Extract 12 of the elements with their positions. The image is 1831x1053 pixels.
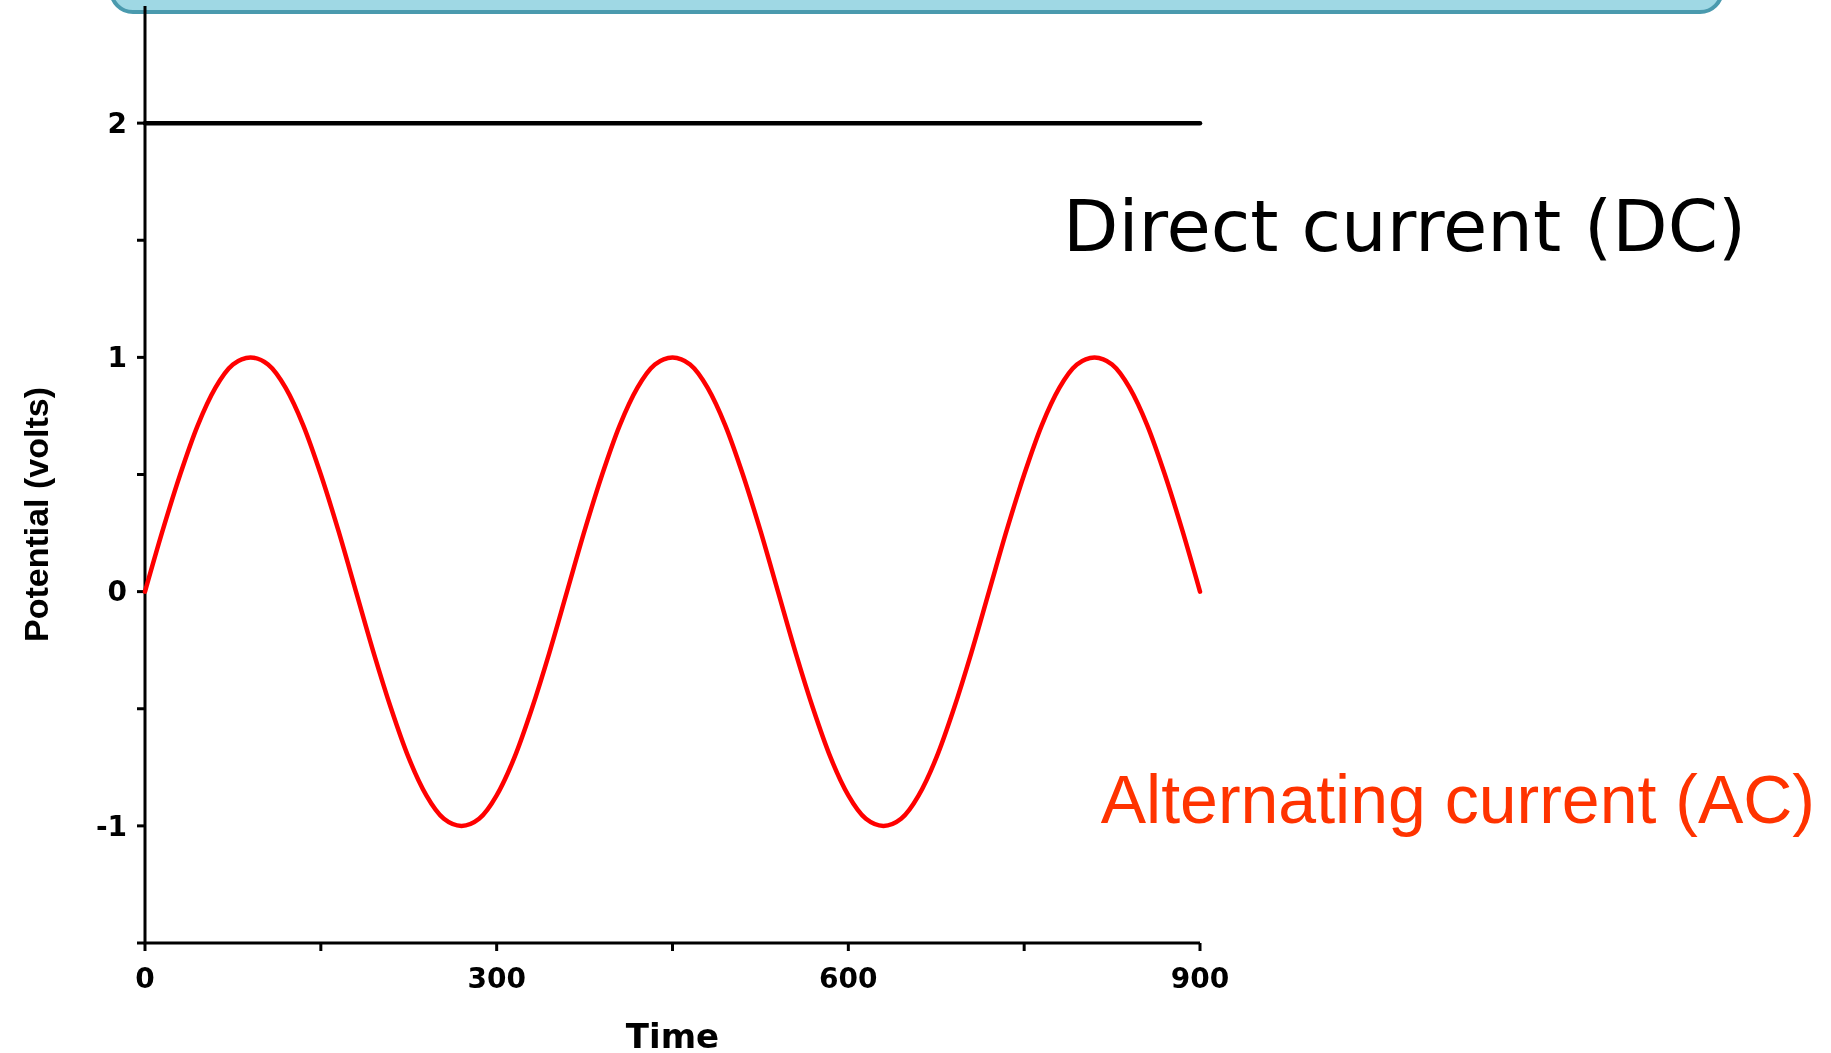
y-tick-label: -1: [95, 809, 127, 843]
x-tick-label: 300: [467, 962, 526, 995]
y-tick-label: 1: [107, 341, 127, 375]
series-label: Direct current (DC): [1063, 184, 1746, 268]
y-axis-title: Potential (volts): [17, 386, 55, 643]
x-tick-label: 600: [819, 962, 878, 995]
text: Alternating current (AC): [1100, 761, 1815, 837]
y-tick-label: 0: [107, 575, 127, 609]
x-tick-label: 0: [135, 962, 155, 995]
x-tick-label: 900: [1170, 962, 1230, 995]
x-axis-title: Time: [625, 1016, 720, 1053]
y-tick-label: 2: [107, 106, 127, 140]
